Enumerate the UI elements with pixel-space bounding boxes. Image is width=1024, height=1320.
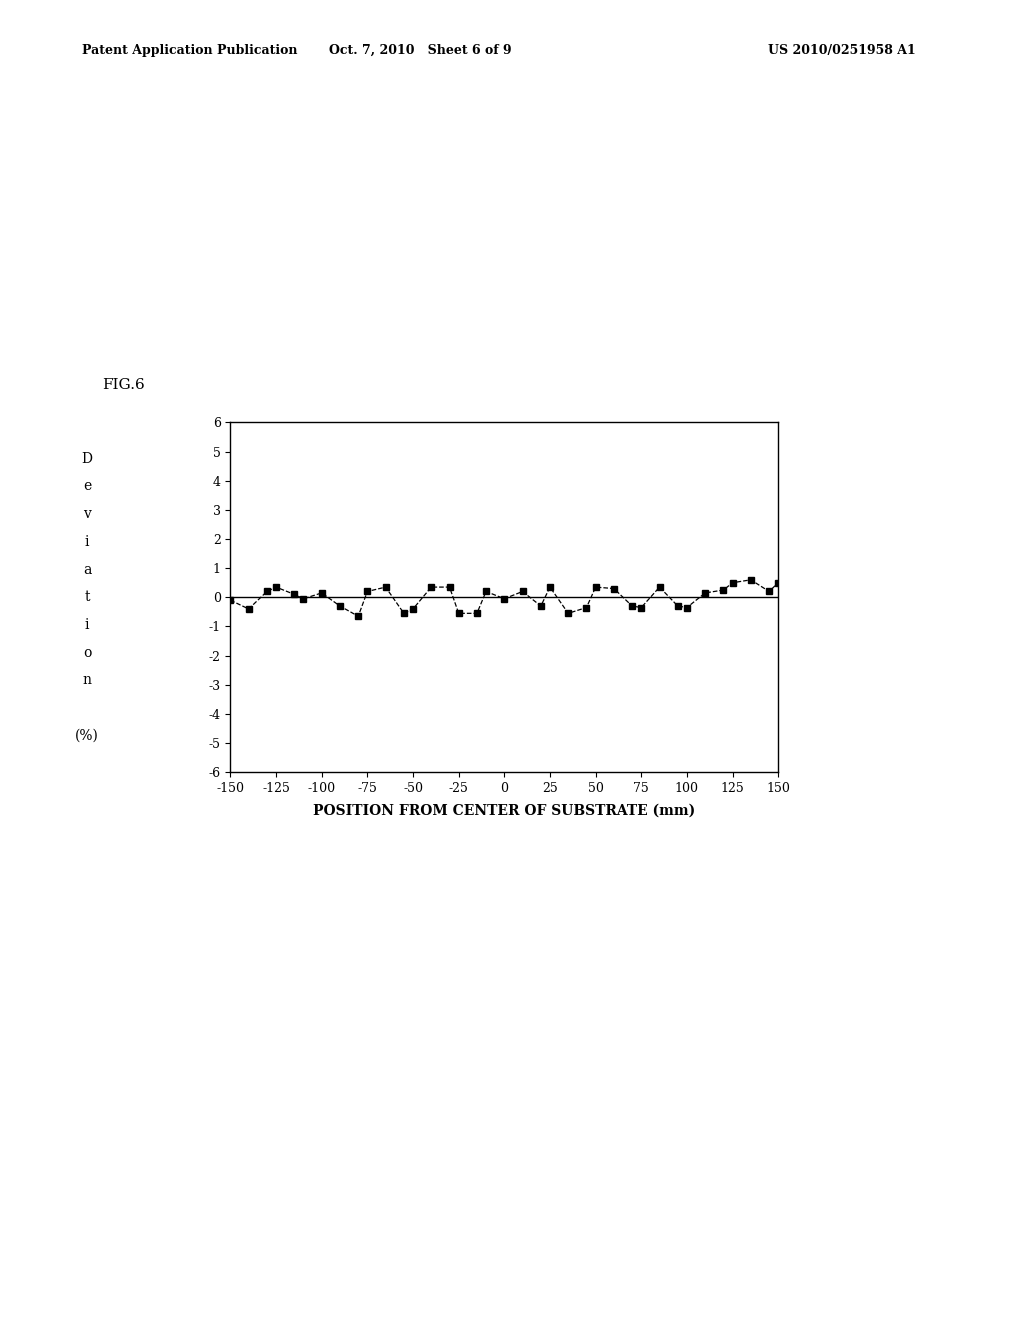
Text: Oct. 7, 2010   Sheet 6 of 9: Oct. 7, 2010 Sheet 6 of 9 [329, 44, 511, 57]
Text: e: e [83, 479, 91, 494]
Text: t: t [84, 590, 90, 605]
Text: a: a [83, 562, 91, 577]
Text: Patent Application Publication: Patent Application Publication [82, 44, 297, 57]
Text: i: i [85, 535, 89, 549]
Text: n: n [83, 673, 91, 688]
Text: i: i [85, 618, 89, 632]
X-axis label: POSITION FROM CENTER OF SUBSTRATE (mm): POSITION FROM CENTER OF SUBSTRATE (mm) [313, 804, 695, 817]
Text: v: v [83, 507, 91, 521]
Text: D: D [82, 451, 92, 466]
Text: US 2010/0251958 A1: US 2010/0251958 A1 [768, 44, 915, 57]
Text: (%): (%) [75, 729, 99, 743]
Text: o: o [83, 645, 91, 660]
Text: FIG.6: FIG.6 [102, 378, 145, 392]
